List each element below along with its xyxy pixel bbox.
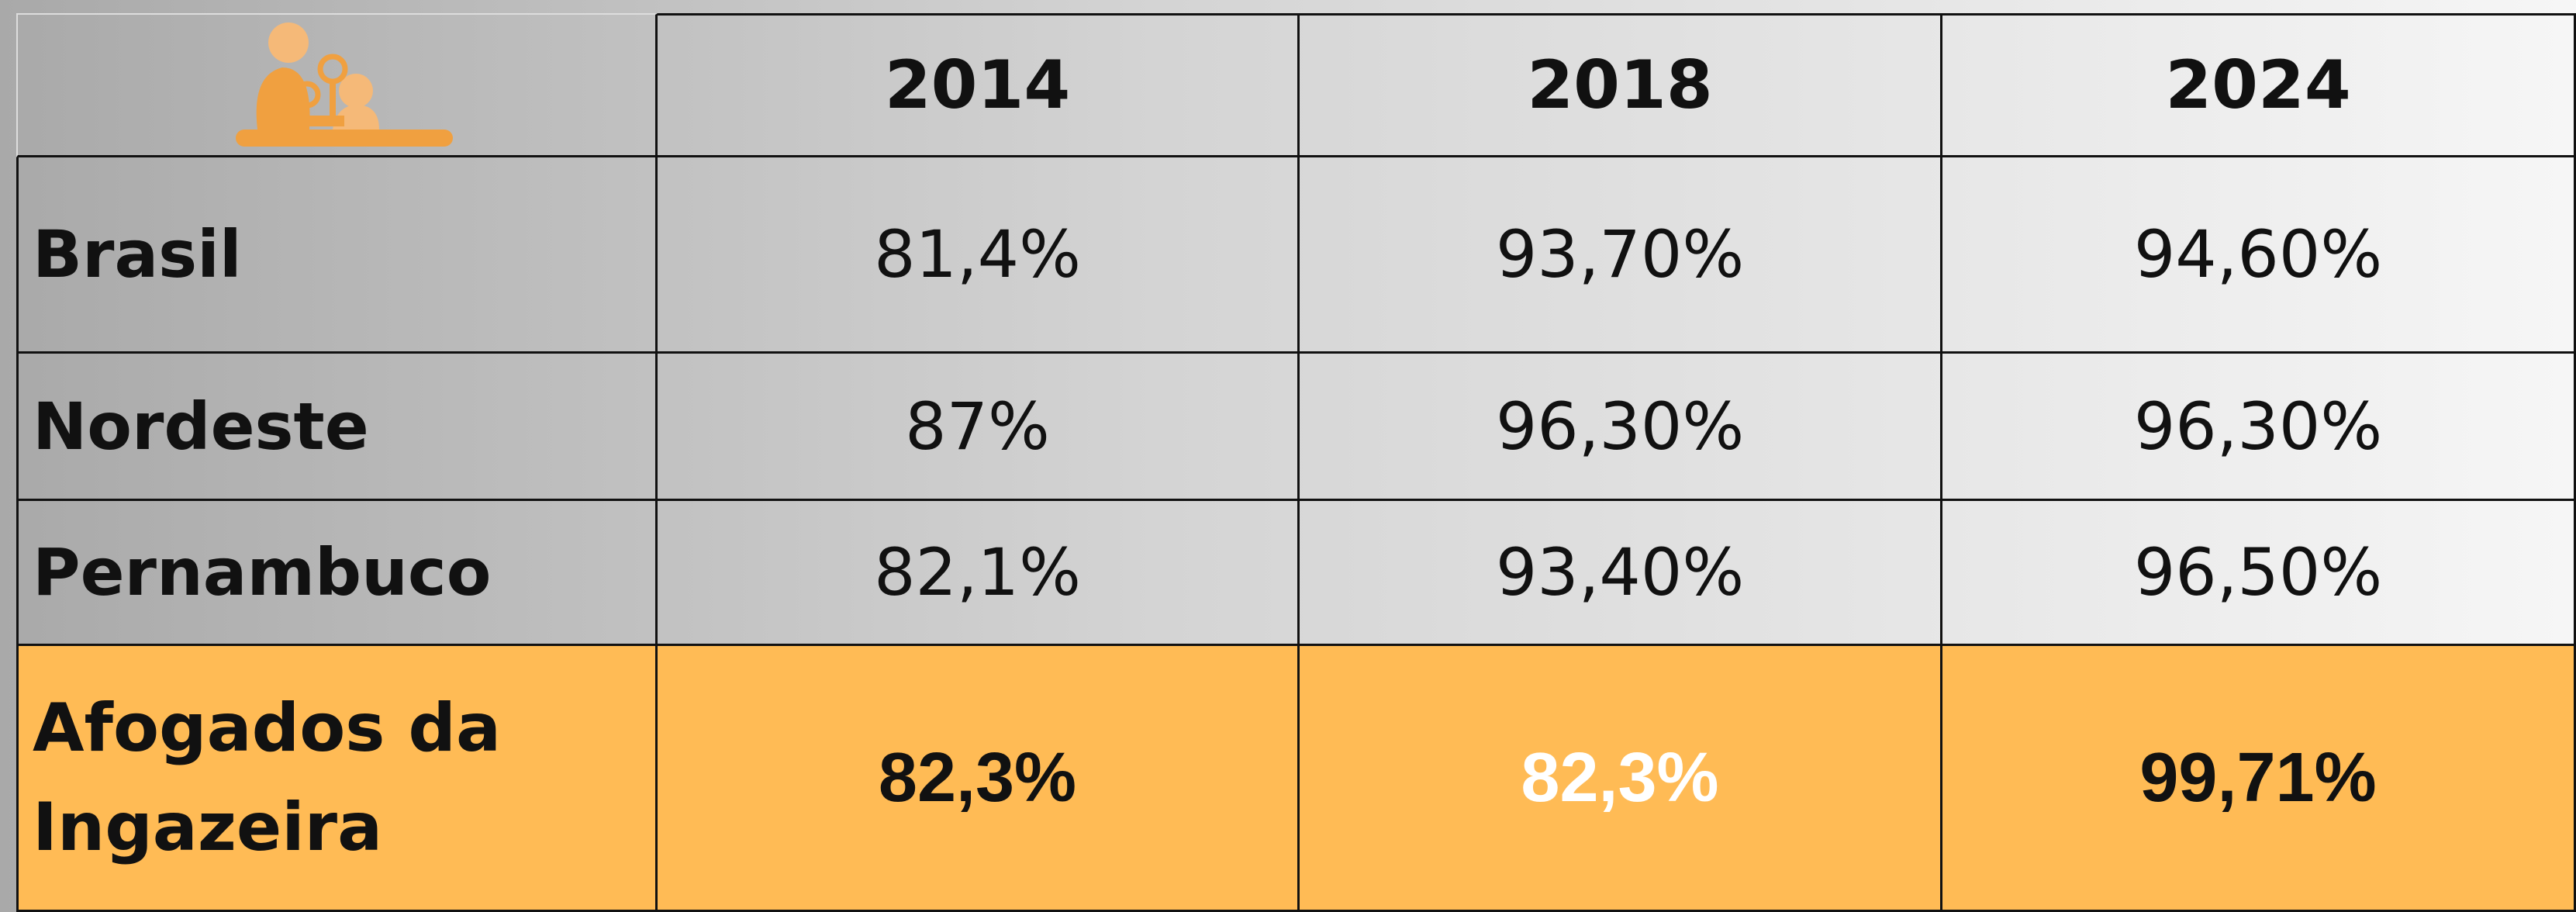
row-label: Brasil bbox=[16, 157, 658, 354]
cell: 94,60% bbox=[1942, 157, 2576, 354]
icon bbox=[236, 22, 453, 147]
cell: 87% bbox=[658, 354, 1300, 501]
cell: 96,30% bbox=[1300, 354, 1942, 501]
cell: 96,30% bbox=[1942, 354, 2576, 501]
cell: 82,3% bbox=[1300, 646, 1942, 912]
table: 2014 2018 2024 Brasil 81,4% 93,70% 94,60… bbox=[16, 13, 2576, 912]
column-header: 2024 bbox=[1942, 13, 2576, 157]
column-header: 2014 bbox=[658, 13, 1300, 157]
cell: 81,4% bbox=[658, 157, 1300, 354]
cell: 93,40% bbox=[1300, 501, 1942, 646]
row-label: Pernambuco bbox=[16, 501, 658, 646]
cell: 99,71% bbox=[1942, 646, 2576, 912]
column-header: 2018 bbox=[1300, 13, 1942, 157]
cell: 93,70% bbox=[1300, 157, 1942, 354]
cell: 96,50% bbox=[1942, 501, 2576, 646]
cell: 82,1% bbox=[658, 501, 1300, 646]
row-label: Afogados da Ingazeira bbox=[16, 646, 658, 912]
cell: 82,3% bbox=[658, 646, 1300, 912]
corner-icon-cell bbox=[16, 13, 658, 157]
table-grid: 2014 2018 2024 Brasil 81,4% 93,70% 94,60… bbox=[16, 13, 2576, 912]
row-label: Nordeste bbox=[16, 354, 658, 501]
